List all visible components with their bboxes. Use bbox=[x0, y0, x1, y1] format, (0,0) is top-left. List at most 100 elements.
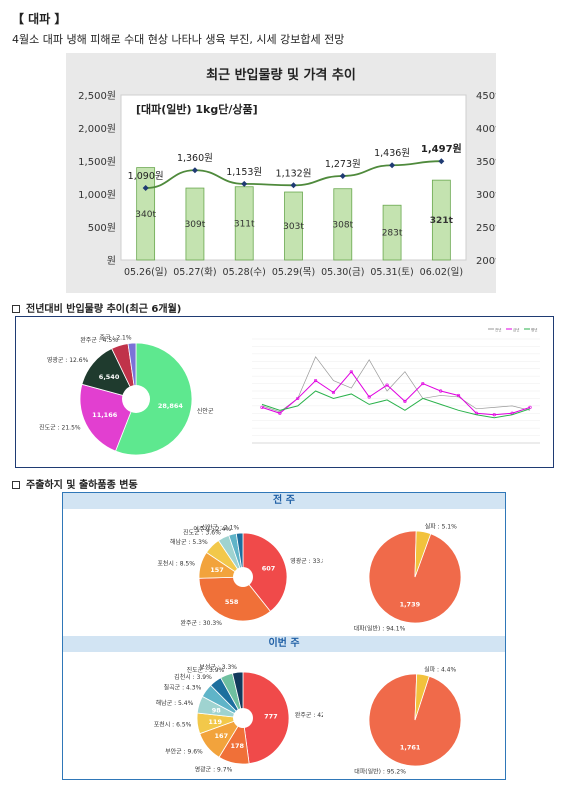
origin-pie-chart: 28,864 신안군 : 51.7% 11,166 진도군 : 21.5% 6,540 영… bbox=[39, 335, 216, 456]
pie-slice-label: 영광군 : 33.8% bbox=[290, 557, 323, 565]
pie-slice-label: 완주군 : 30.3% bbox=[180, 619, 222, 627]
pie-slice-label: 김천시 : 3.9% bbox=[174, 673, 212, 681]
series-point bbox=[278, 411, 282, 415]
pie-slice-label: 완주군 : 4.5% bbox=[80, 336, 118, 344]
volume-data-label: 311t bbox=[234, 219, 255, 229]
price-data-label: 1,153원 bbox=[226, 167, 262, 178]
section-title: 주출하지 및 출하품종 변동 bbox=[26, 480, 138, 491]
series-line bbox=[261, 356, 531, 413]
band-header-last-week: 전 주 bbox=[63, 493, 505, 509]
pie-value-label: 167 bbox=[215, 732, 229, 740]
pie-value-label: 1,761 bbox=[400, 744, 421, 752]
series-line bbox=[261, 370, 531, 416]
price-volume-chart-svg: 최근 반입물량 및 가격 추이 [대파(일반) 1kg단/상품] 340t 309… bbox=[78, 67, 499, 278]
price-point bbox=[438, 158, 445, 165]
pie-slice-label: 대파(일반) : 94.1% bbox=[354, 625, 406, 633]
pie-slice bbox=[235, 532, 244, 578]
pie-value-label: 11,166 bbox=[92, 411, 118, 419]
pie-value-label: 1,739 bbox=[400, 601, 421, 609]
right-axis-tick: 350t bbox=[476, 157, 496, 168]
right-axis-tick: 250t bbox=[476, 223, 496, 234]
series-point bbox=[403, 399, 407, 403]
x-tick-label: 05.30(금) bbox=[321, 267, 364, 278]
price-data-label: 1,273원 bbox=[325, 159, 361, 170]
series-point bbox=[439, 389, 443, 393]
volume-bar bbox=[284, 191, 303, 261]
legend-label: 전년 bbox=[495, 327, 501, 332]
pie-value-label: 607 bbox=[262, 565, 276, 573]
right-axis-tick: 400t bbox=[476, 124, 496, 135]
left-axis-tick: 500원 bbox=[88, 222, 116, 234]
x-tick-label: 05.31(토) bbox=[370, 267, 413, 278]
right-axis-tick: 300t bbox=[476, 190, 496, 201]
pie-slice-label: 포천시 : 8.5% bbox=[157, 560, 195, 568]
pie-slice-label: 보성군 : 3.3% bbox=[199, 663, 237, 671]
pie-slice bbox=[414, 530, 432, 578]
pie-slice-label: 영광군 : 9.7% bbox=[195, 765, 233, 773]
pie-value-label: 98 bbox=[212, 706, 222, 714]
volume-trend-box: 28,864 신안군 : 51.7% 11,166 진도군 : 21.5% 6,540 영… bbox=[15, 316, 554, 468]
pie-slice bbox=[242, 532, 288, 612]
volume-bar bbox=[431, 179, 451, 261]
price-data-label: 1,090원 bbox=[128, 171, 164, 182]
series-point bbox=[296, 396, 300, 401]
pie-slice-label: 대파(일반) : 95.2% bbox=[354, 768, 406, 776]
pie-slice-label: 포천시 : 6.5% bbox=[154, 721, 192, 729]
pie-slice bbox=[127, 342, 137, 400]
chart-inner-label: [대파(일반) 1kg단/상품] bbox=[136, 102, 258, 116]
this-week-origin-pie: 777 완주군 : 42.8% 178 영광군 : 9.7% 167 부안군 : 9.6%… bbox=[154, 663, 323, 774]
pie-slice bbox=[414, 673, 430, 721]
left-axis-tick: 2,000원 bbox=[78, 123, 116, 135]
chart-title: 최근 반입물량 및 가격 추이 bbox=[206, 67, 356, 83]
pie-hole bbox=[233, 708, 253, 728]
pie-slice-label: 해남군 : 5.3% bbox=[170, 538, 208, 546]
pie-hole bbox=[122, 385, 150, 413]
pie-slice bbox=[115, 342, 193, 456]
volume-data-label: 309t bbox=[185, 220, 206, 230]
page-title: 【 대파 】 bbox=[12, 12, 67, 26]
pie-slice-label: 실파 : 5.1% bbox=[425, 522, 457, 530]
volume-data-label: 321t bbox=[430, 216, 454, 226]
section-heading-origin: 주출하지 및 출하품종 변동 bbox=[12, 476, 138, 491]
section-heading-volume: 전년대비 반입물량 추이(최근 6개월) bbox=[12, 300, 181, 315]
x-tick-label: 06.02(일) bbox=[420, 267, 463, 278]
x-tick-label: 05.26(일) bbox=[124, 267, 167, 278]
x-tick-label: 05.28(수) bbox=[223, 267, 266, 278]
pie-value-label: 28,864 bbox=[158, 402, 184, 410]
pie-slice bbox=[231, 671, 244, 719]
right-axis-tick: 200t bbox=[476, 256, 496, 267]
pie-slice-label: 완주군 : 42.8% bbox=[295, 711, 323, 719]
series-point bbox=[260, 405, 264, 409]
pie-slice-label: 진도군 : 3.9% bbox=[187, 666, 225, 674]
pie-slice bbox=[79, 383, 137, 452]
left-axis-tick: 원 bbox=[107, 255, 116, 267]
x-tick-label: 05.29(목) bbox=[272, 267, 315, 278]
bullet-square-icon bbox=[12, 305, 20, 313]
last-week-variety-pie: 1,739 대파(일반) : 94.1% 실파 : 5.1% bbox=[354, 522, 462, 633]
volume-data-label: 303t bbox=[283, 222, 304, 232]
this-week-variety-pie: 1,761 대파(일반) : 95.2% 실파 : 4.4% bbox=[354, 665, 462, 776]
series-point bbox=[349, 370, 353, 374]
price-point bbox=[191, 167, 198, 174]
pie-hole bbox=[233, 567, 253, 587]
legend-label: 금년 bbox=[513, 327, 519, 332]
right-axis-tick: 450t bbox=[476, 91, 496, 102]
volume-data-label: 340t bbox=[135, 210, 156, 220]
band-header-this-week: 이번 주 bbox=[63, 636, 505, 652]
left-axis-tick: 1,500원 bbox=[78, 156, 116, 168]
price-point bbox=[241, 180, 248, 187]
pie-value-label: 777 bbox=[264, 713, 278, 721]
volume-bar bbox=[136, 167, 156, 261]
volume-data-label: 308t bbox=[332, 220, 353, 230]
left-axis-tick: 1,000원 bbox=[78, 189, 116, 201]
pie-value-label: 558 bbox=[225, 598, 239, 606]
bullet-square-icon bbox=[12, 481, 20, 489]
pie-slice-label: 진도군 : 21.5% bbox=[39, 423, 81, 431]
series-point bbox=[456, 393, 461, 398]
volume-bar bbox=[382, 204, 402, 261]
pie-slice-label: 진도군 : 3.6% bbox=[183, 529, 221, 537]
price-data-label: 1,436원 bbox=[374, 148, 410, 159]
series-point bbox=[421, 381, 425, 386]
pie-slice bbox=[198, 576, 271, 622]
section-title: 전년대비 반입물량 추이(최근 6개월) bbox=[26, 304, 182, 315]
